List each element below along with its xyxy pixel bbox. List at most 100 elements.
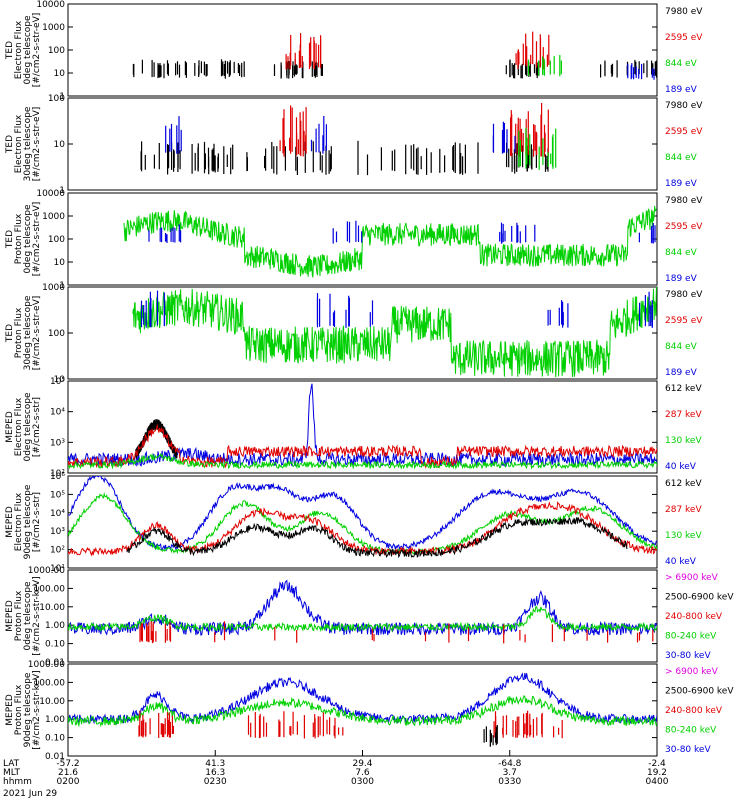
ytick-label: 100 (48, 329, 65, 339)
panel-frame (67, 663, 658, 757)
ytick-label: 10⁴ (50, 509, 65, 519)
ytick-label: 0.10 (45, 734, 65, 744)
ytick-label: 100 (48, 235, 65, 245)
legend-entry: 30-80 keV (665, 745, 711, 755)
ytick-label: 1000.00 (28, 566, 65, 576)
series-spikes (483, 725, 498, 747)
legend-entry: 80-240 keV (665, 632, 717, 642)
xtick-label: 0300 (351, 777, 374, 787)
ylabel-line: MEPED (5, 694, 15, 726)
ytick-label: 100 (48, 46, 65, 56)
date-label: 2021 Jun 29 (3, 789, 57, 799)
panel-6: 10⁶ 10⁵ 10⁴ 10³ 10² 10¹ MEPED Electron Flux 90de… (5, 472, 702, 574)
ytick-label: 10.00 (39, 603, 65, 613)
xtick-label: 16.3 (205, 768, 225, 778)
panel-5: 10⁵ 10⁴ 10³ 10² MEPED Electron Flux 0deg teles… (5, 377, 702, 479)
legend-entry: 189 eV (665, 85, 698, 95)
ytick-label: 10⁵ (50, 490, 65, 500)
series-group (132, 287, 657, 378)
series-line (68, 606, 657, 633)
xtick-label: 0400 (646, 777, 669, 787)
ytick-label: 10 (54, 258, 66, 268)
xaxis-row-label: MLT (3, 768, 21, 778)
legend-entry: 40 keV (665, 462, 697, 472)
legend-entry: 7980 eV (665, 290, 703, 300)
ytick-label: 10² (50, 469, 65, 479)
ytick-label: 100.00 (34, 678, 66, 688)
ytick-label: 1.00 (45, 715, 65, 725)
panel-7: 1000.00 100.00 10.00 1.00 0.10 0.01 MEPED Proto… (5, 566, 734, 668)
ytick-label: 1 (59, 92, 65, 102)
ytick-label: 1000 (42, 283, 65, 293)
ylabel-line: MEPED (5, 600, 15, 632)
legend-entry: 844 eV (665, 342, 698, 352)
series-line (68, 492, 657, 555)
series-group (123, 205, 657, 278)
panel-frame (67, 569, 658, 663)
series-line (68, 423, 657, 469)
xtick-label: 21.6 (58, 768, 78, 778)
ytick-label: 10000 (36, 0, 65, 10)
legend-entry: 130 keV (665, 531, 702, 541)
legend-entry: 612 keV (665, 479, 702, 489)
ylabel-line: [#/cm2-s-str-keV] (32, 576, 42, 655)
ylabel-line: [#/cm2-s-str] (32, 492, 42, 552)
legend-entry: 7980 eV (665, 7, 703, 17)
ytick-label: 0.10 (45, 640, 65, 650)
xtick-label: -64.8 (498, 759, 522, 769)
legend-entry: 287 keV (665, 505, 702, 515)
series-spikes (527, 55, 562, 77)
ytick-label: 10³ (50, 438, 65, 448)
time-axis: LAT -57.2 41.3 29.4 -64.8 -2.4 MLT 21.6 16.3 7.6 3… (3, 750, 669, 799)
series-spikes (165, 116, 516, 154)
ytick-label: 10 (54, 69, 66, 79)
ylabel-line: Proton Flux (14, 307, 24, 358)
ytick-label: 1.00 (45, 621, 65, 631)
legend-entry: 2595 eV (665, 127, 703, 137)
legend-entry: 7980 eV (665, 196, 703, 206)
ytick-label: 10⁴ (50, 408, 65, 418)
panel-2: 100 10 1 TED Electron Flux 30deg telescope [#/… (5, 94, 703, 196)
xtick-label: 0200 (57, 777, 80, 787)
ylabel-line: TED (5, 324, 15, 343)
xtick-label: -57.2 (56, 759, 79, 769)
ytick-label: 10.00 (39, 697, 65, 707)
ylabel-line: TED (5, 135, 15, 154)
legend-entry: 612 keV (665, 384, 702, 394)
series-spikes (627, 63, 655, 80)
ylabel-line: 0deg telescope (23, 392, 33, 462)
ytick-label: 100 (48, 94, 65, 104)
series-group (68, 672, 657, 747)
ytick-label: 10⁶ (50, 472, 65, 482)
ytick-label: 10² (50, 546, 65, 556)
legend-entry: 240-800 keV (665, 612, 723, 622)
ylabel-line: MEPED (5, 411, 15, 443)
xtick-label: 3.7 (503, 768, 517, 778)
series-spikes (132, 59, 657, 79)
series-line (68, 453, 657, 470)
legend-entry: 240-800 keV (665, 706, 723, 716)
ylabel-line: 30deg telescope (23, 106, 33, 181)
ytick-label: 1000.00 (28, 660, 65, 670)
legend-entry: > 6900 keV (665, 667, 719, 677)
panel-3: 10000 1000 100 10 1 TED Proton Flux 0deg telesc… (5, 189, 703, 291)
series-group (132, 31, 657, 80)
ytick-label: 10⁵ (50, 377, 65, 387)
series-spikes (148, 220, 656, 244)
legend-entry: 80-240 keV (665, 726, 717, 736)
ylabel-line: Electron Flux (14, 492, 24, 551)
ytick-label: 1000 (42, 212, 65, 222)
legend-entry: 130 keV (665, 436, 702, 446)
ylabel-line: TED (5, 41, 15, 60)
series-line (126, 517, 628, 559)
ylabel-line: 30deg telescope (23, 295, 33, 370)
xtick-label: 19.2 (647, 768, 667, 778)
series-spikes (140, 140, 549, 176)
ylabel-line: Electron Flux (14, 397, 24, 456)
xaxis-row-label: hhmm (3, 777, 32, 787)
legend-entry: 287 keV (665, 410, 702, 420)
series-group (68, 383, 657, 470)
legend-entry: 2500-6900 keV (665, 687, 734, 697)
legend-entry: 844 eV (665, 248, 698, 258)
